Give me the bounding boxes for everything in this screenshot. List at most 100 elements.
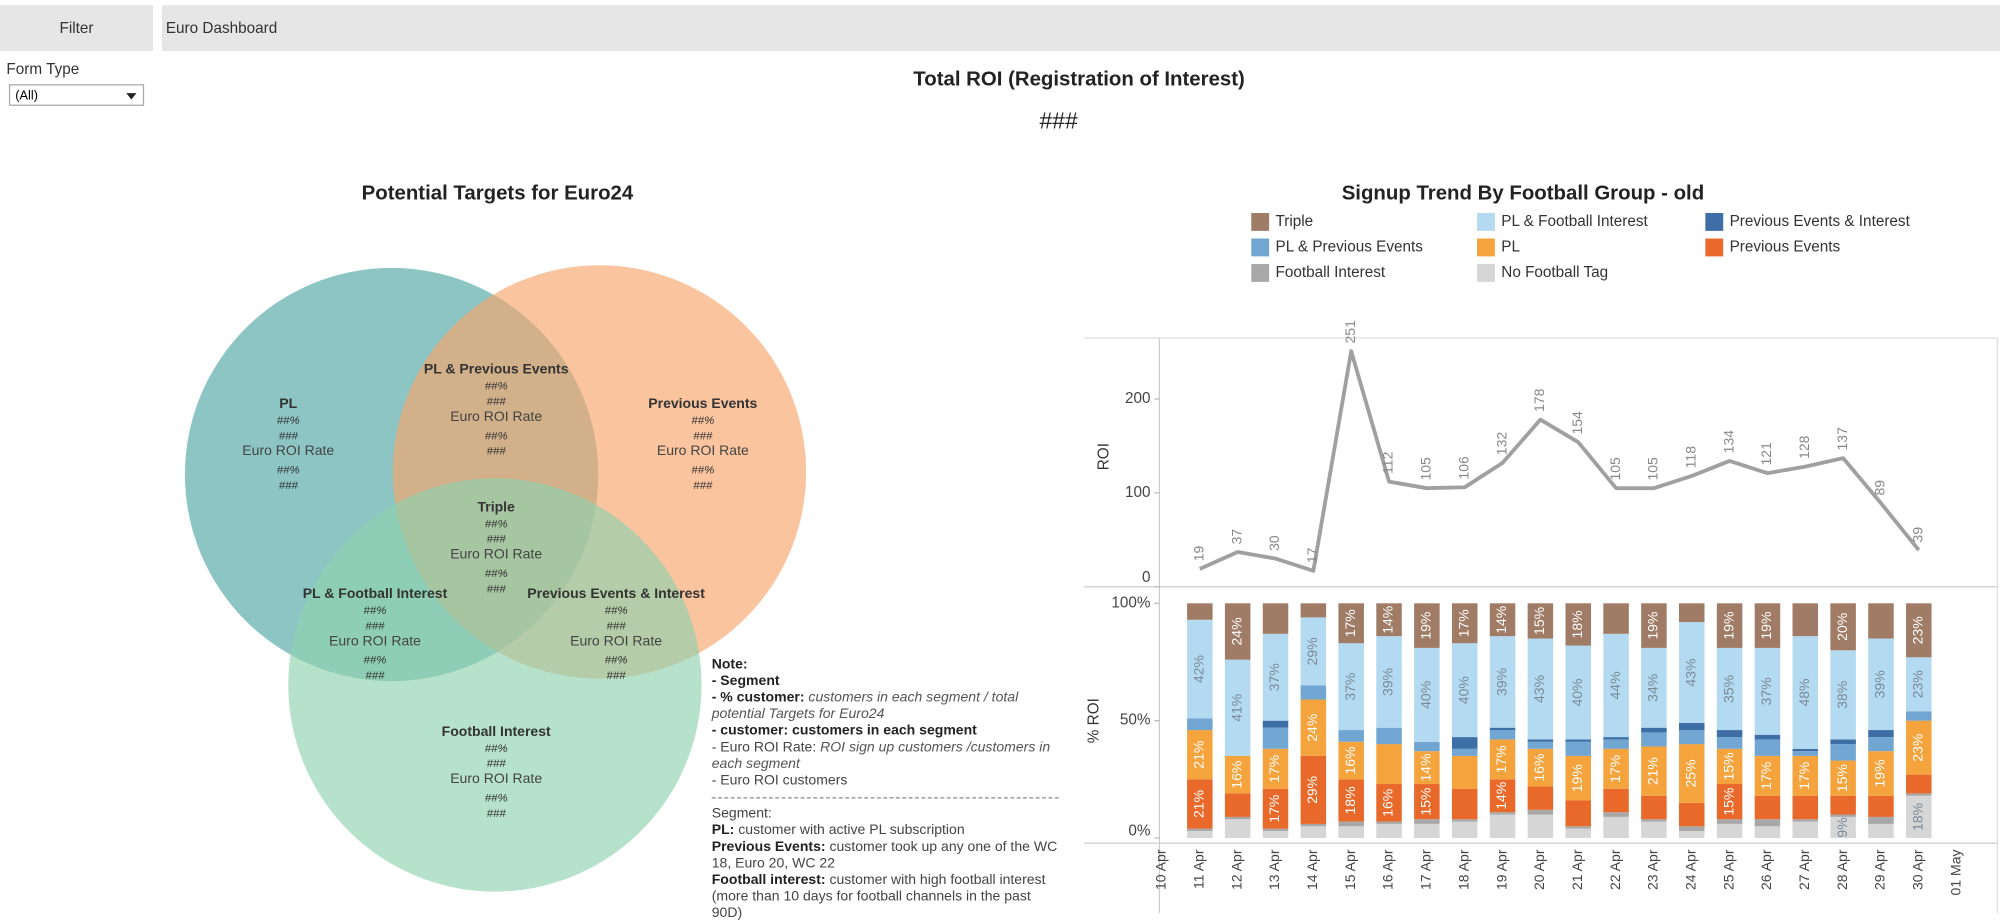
bar-segment <box>1414 819 1440 824</box>
data-label: 43% <box>1682 659 1698 687</box>
trend-line <box>1199 349 1921 573</box>
data-label: 251 <box>1342 320 1358 344</box>
note-text: - customer: customers in each segment <box>711 723 977 739</box>
bar-segment <box>1376 727 1402 745</box>
bar-segment <box>1906 793 1932 796</box>
filter-tab[interactable]: Filter <box>0 5 154 52</box>
data-label: 14% <box>1493 782 1509 810</box>
note-line: Segment: <box>712 806 1059 823</box>
region-line: ##% <box>485 430 508 442</box>
bar-segment <box>1603 788 1629 813</box>
dropdown[interactable]: (All) <box>8 84 145 106</box>
data-label: 41% <box>1228 694 1244 722</box>
data-label: 14% <box>1493 606 1509 634</box>
bar-segment <box>1414 751 1440 785</box>
data-label: 24% <box>1304 714 1320 742</box>
bar-segment <box>1338 779 1364 822</box>
bar-segment <box>1338 741 1364 780</box>
x-tick-label: 12 Apr <box>1228 849 1244 890</box>
bar-segment <box>1868 823 1894 839</box>
x-tick-label: 27 Apr <box>1796 849 1812 890</box>
bar-segment <box>1679 603 1705 623</box>
legend-label: Football Interest <box>1276 264 1386 281</box>
bar-segment <box>1792 636 1819 749</box>
note-text: customers in each segment / total potent… <box>711 690 1019 722</box>
data-label: 21% <box>1191 790 1207 818</box>
bar-segment <box>1792 795 1819 820</box>
bar-segment <box>1489 730 1516 740</box>
region-line: ##% <box>277 415 300 427</box>
data-label: 16% <box>1342 747 1358 775</box>
bar-segment <box>1565 826 1591 829</box>
bar-segment <box>1300 617 1327 686</box>
bar-segment <box>1489 812 1516 815</box>
bar-segment <box>1414 823 1440 839</box>
bar-segment <box>1565 739 1591 742</box>
data-label: 19 <box>1191 545 1207 561</box>
filter-label: Form Type <box>6 59 80 78</box>
bar-segment <box>1224 793 1251 817</box>
bar-segment <box>1224 659 1251 756</box>
legend-label: PL & Football Interest <box>1501 213 1648 230</box>
dashboard-tab[interactable]: Euro Dashboard <box>161 5 2000 52</box>
note-line: - Segment <box>712 673 1059 690</box>
bar-segment <box>1641 746 1667 796</box>
bar-segment <box>1641 727 1667 733</box>
note-text: Previous Events: <box>711 839 826 855</box>
x-tick-label: 11 Apr <box>1191 849 1207 889</box>
data-label: 37% <box>1342 673 1358 701</box>
legend-swatch <box>1477 238 1495 257</box>
note-line: - Euro ROI Rate: ROI sign up customers /… <box>712 740 1059 773</box>
region-line: ### <box>607 620 627 632</box>
data-label: 37 <box>1228 529 1244 545</box>
bar-segment <box>1451 755 1478 789</box>
bar-segment <box>1451 788 1478 820</box>
bar-segment <box>1451 643 1478 738</box>
bar-segment <box>1906 774 1932 794</box>
data-label: 17% <box>1607 755 1623 783</box>
data-label: 118 <box>1682 446 1698 469</box>
bar-segment <box>1565 645 1591 740</box>
data-label: 40% <box>1569 678 1585 706</box>
bar-segment <box>1603 739 1629 749</box>
note-line: PL: customer with active PL subscription <box>712 823 1059 840</box>
region-line: ##% <box>691 465 714 477</box>
x-tick-label: 24 Apr <box>1682 849 1698 890</box>
bar-segment <box>1716 784 1743 820</box>
bar-segment <box>1300 699 1327 756</box>
bar-segment <box>1414 741 1440 752</box>
data-label: 17% <box>1266 795 1282 823</box>
bar-segment <box>1906 711 1932 721</box>
note-line: Football interest: customer with high fo… <box>712 872 1059 922</box>
bar-segment <box>1451 603 1478 644</box>
data-label: 14% <box>1418 754 1434 782</box>
bar-segment <box>1527 748 1554 787</box>
bar-segment <box>1830 814 1856 817</box>
bar-segment <box>1716 748 1743 785</box>
region-line: Euro ROI Rate <box>450 770 542 786</box>
bar-segment <box>1792 755 1819 796</box>
data-label: 40% <box>1418 681 1434 709</box>
bar-segment <box>1679 723 1705 731</box>
x-tick-label: 15 Apr <box>1342 849 1358 890</box>
x-tick-label: 29 Apr <box>1872 849 1888 890</box>
bar-segment <box>1565 741 1591 756</box>
bar-segment <box>1830 650 1856 740</box>
bar-segment <box>1603 748 1629 789</box>
bar-segment <box>1224 755 1251 794</box>
bar-segment <box>1679 826 1705 831</box>
region-line: Euro ROI Rate <box>657 442 749 458</box>
bar-segment <box>1868 638 1894 731</box>
bar-segment <box>1489 727 1516 731</box>
data-label: 35% <box>1720 675 1736 703</box>
data-label: 39 <box>1910 527 1926 543</box>
bar-segment <box>1754 795 1781 820</box>
bar-segment <box>1830 795 1856 815</box>
bar-segment <box>1792 751 1819 756</box>
bar-segment <box>1451 819 1478 822</box>
data-label: 39% <box>1493 668 1509 696</box>
bar-segment <box>1414 784 1440 820</box>
bar-segment <box>1754 739 1781 756</box>
bar-segment <box>1603 603 1629 634</box>
